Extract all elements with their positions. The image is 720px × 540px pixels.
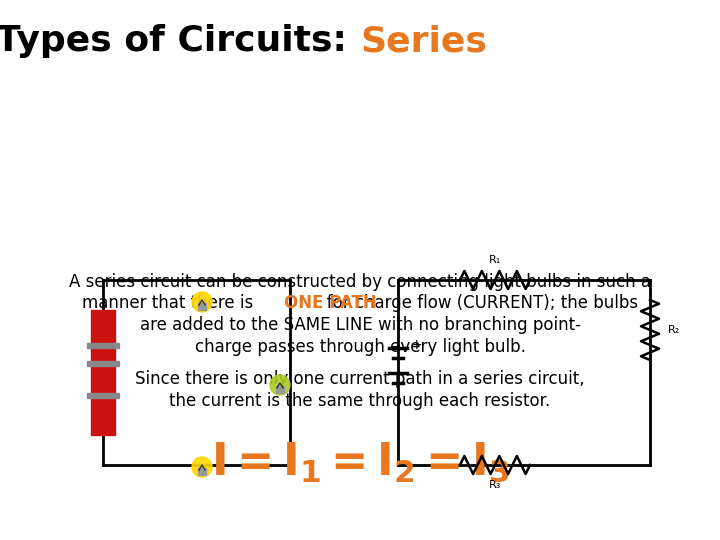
Bar (87, 361, 119, 366)
Text: are added to the SAME LINE with no branching point-: are added to the SAME LINE with no branc… (140, 316, 580, 334)
Circle shape (270, 375, 290, 395)
Text: the current is the same through each resistor.: the current is the same through each res… (169, 392, 551, 409)
Text: R₂: R₂ (668, 325, 680, 335)
Text: R₁: R₁ (489, 255, 501, 265)
Text: charge passes through every light bulb.: charge passes through every light bulb. (194, 338, 526, 355)
Bar (197, 303, 207, 310)
Text: R₃: R₃ (489, 480, 501, 490)
Text: +: + (410, 338, 422, 352)
Bar (276, 386, 284, 393)
Text: A series circuit can be constructed by connecting light bulbs in such a: A series circuit can be constructed by c… (69, 273, 651, 291)
Text: Since there is only one current path in a series circuit,: Since there is only one current path in … (135, 370, 585, 388)
Bar (87, 342, 119, 348)
Circle shape (192, 457, 212, 477)
Text: $\mathbf{I = I_1 = I_2 = I_3}$: $\mathbf{I = I_1 = I_2 = I_3}$ (211, 440, 509, 484)
Bar (87, 393, 119, 397)
Text: Series: Series (360, 24, 487, 58)
Text: Types of Circuits:: Types of Circuits: (0, 24, 360, 58)
Text: ONE PATH: ONE PATH (284, 294, 377, 312)
Bar (91, 310, 115, 435)
Text: manner that there is              for charge flow (CURRENT); the bulbs: manner that there is for charge flow (CU… (82, 294, 638, 312)
Bar (197, 468, 207, 475)
Circle shape (192, 292, 212, 312)
